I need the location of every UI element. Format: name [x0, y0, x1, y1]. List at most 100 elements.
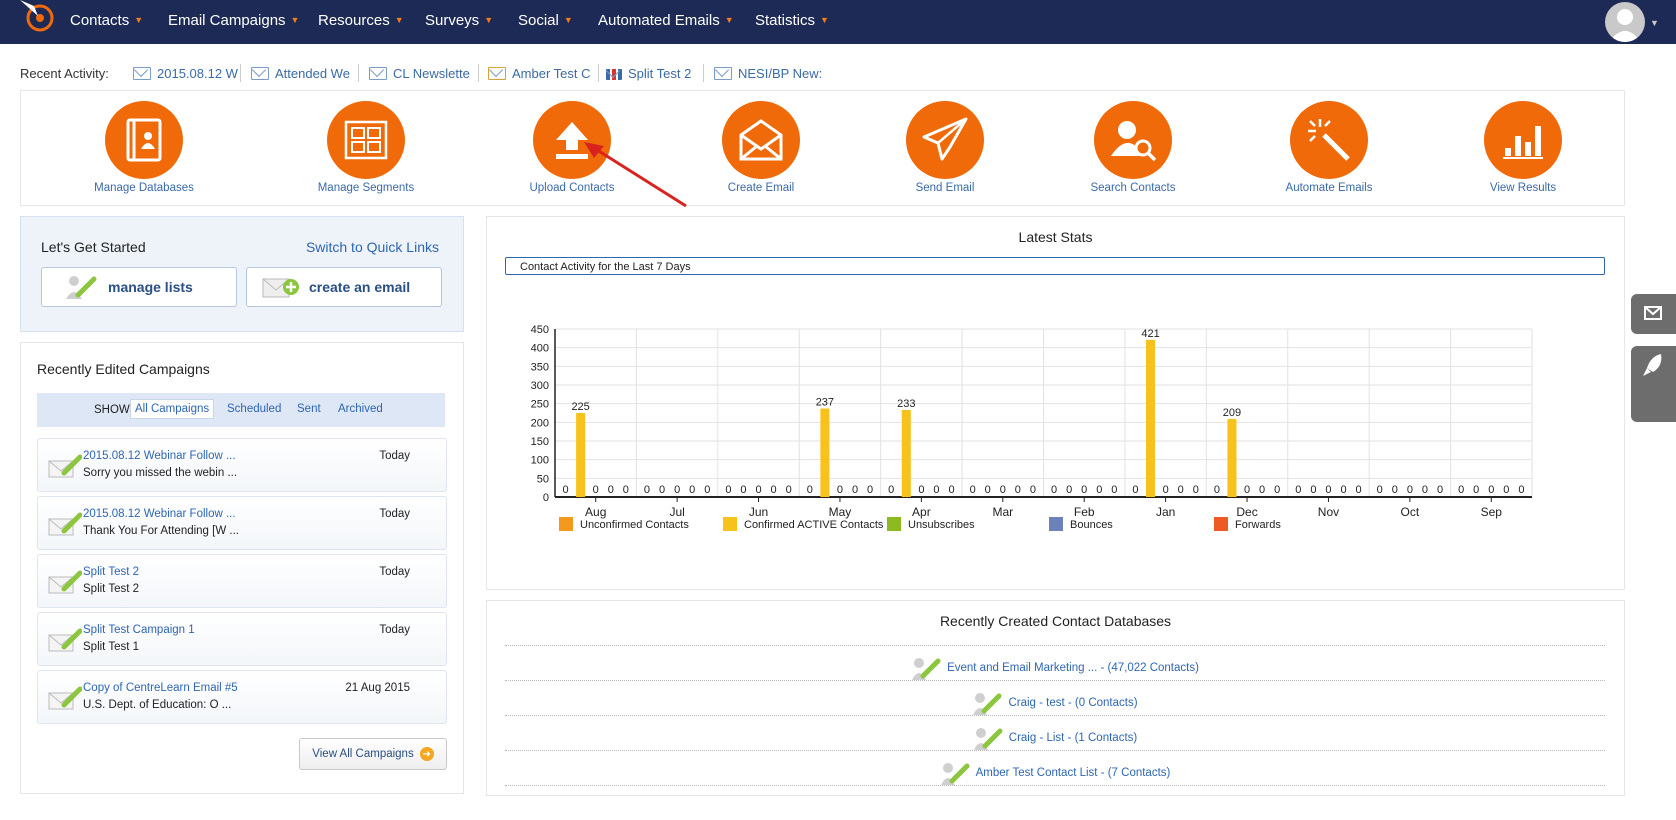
- nav-surveys[interactable]: Surveys ▼: [425, 12, 494, 29]
- database-link[interactable]: Craig - List - (1 Contacts): [505, 726, 1605, 750]
- rocket-icon: [1643, 354, 1662, 376]
- manage-databases-button[interactable]: Manage Databases: [69, 101, 219, 194]
- legend-label: Unconfirmed Contacts: [580, 519, 689, 531]
- magic-wand-icon: [1308, 119, 1350, 161]
- recent-activity-item[interactable]: Amber Test C: [488, 66, 596, 81]
- data-label: 0: [837, 484, 843, 496]
- chart-bar: [1146, 339, 1156, 497]
- app-logo-icon[interactable]: [18, 0, 62, 40]
- recent-activity-item[interactable]: CL Newslette: [369, 66, 476, 81]
- data-label: 0: [1030, 484, 1036, 496]
- recent-activity-item[interactable]: Split Test 2: [606, 66, 704, 81]
- latest-stats-panel: Latest Stats Contact Activity for the La…: [486, 216, 1625, 590]
- data-label: 0: [1259, 484, 1265, 496]
- switch-to-quick-links-link[interactable]: Switch to Quick Links: [305, 239, 439, 255]
- data-label: 233: [897, 398, 915, 410]
- data-label: 0: [948, 484, 954, 496]
- annotation-arrow-icon: [584, 142, 687, 208]
- campaign-filter-bar: SHOW: All Campaigns Scheduled Sent Archi…: [37, 393, 445, 427]
- x-tick-label: Nov: [1318, 505, 1339, 519]
- view-results-button[interactable]: View Results: [1448, 101, 1598, 194]
- envelope-edit-icon: [48, 686, 82, 710]
- create-email-button[interactable]: Create Email: [686, 101, 836, 194]
- user-edit-icon: [973, 693, 1002, 715]
- data-label: 0: [562, 484, 568, 496]
- data-label: 0: [1193, 484, 1199, 496]
- chevron-down-icon[interactable]: ▼: [1650, 18, 1659, 28]
- segments-icon: [344, 120, 388, 160]
- divider: [598, 64, 599, 82]
- database-link[interactable]: Amber Test Contact List - (7 Contacts): [505, 761, 1605, 785]
- recent-activity-item[interactable]: NESI/BP New:: [714, 66, 822, 81]
- y-tick-label: 50: [537, 473, 549, 485]
- recent-campaigns-title: Recently Edited Campaigns: [37, 361, 210, 377]
- data-label: 0: [1437, 484, 1443, 496]
- nav-contacts[interactable]: Contacts ▼: [70, 12, 144, 29]
- tab-all-campaigns[interactable]: All Campaigns: [130, 399, 215, 419]
- tab-sent[interactable]: Sent: [297, 403, 321, 415]
- data-label: 0: [1163, 484, 1169, 496]
- upload-contacts-button[interactable]: Upload Contacts: [497, 101, 647, 194]
- database-link[interactable]: Event and Email Marketing ... - (47,022 …: [505, 656, 1605, 680]
- data-label: 0: [593, 484, 599, 496]
- automate-emails-button[interactable]: Automate Emails: [1254, 101, 1404, 194]
- y-tick-label: 150: [531, 436, 549, 448]
- nav-statistics[interactable]: Statistics ▼: [755, 12, 829, 29]
- bar-chart-icon: [606, 69, 622, 80]
- user-edit-icon: [66, 276, 97, 299]
- send-email-button[interactable]: Send Email: [870, 101, 1020, 194]
- campaign-list-item[interactable]: 2015.08.12 Webinar Follow ... Thank You …: [37, 496, 447, 550]
- data-label: 0: [704, 484, 710, 496]
- data-label: 237: [816, 397, 834, 409]
- nav-email-campaigns[interactable]: Email Campaigns ▼: [168, 12, 300, 29]
- x-tick-label: Jan: [1156, 505, 1175, 519]
- chevron-down-icon: ▼: [290, 15, 300, 25]
- nav-resources[interactable]: Resources ▼: [318, 12, 404, 29]
- data-label: 0: [1488, 484, 1494, 496]
- manage-segments-button[interactable]: Manage Segments: [291, 101, 441, 194]
- campaign-list-item[interactable]: Split Test 2 Split Test 2 Today: [37, 554, 447, 608]
- y-tick-label: 200: [531, 417, 549, 429]
- side-email-tab[interactable]: [1631, 294, 1676, 334]
- data-label: 0: [1096, 484, 1102, 496]
- campaign-list-item[interactable]: Split Test Campaign 1 Split Test 1 Today: [37, 612, 447, 666]
- envelope-icon: [714, 67, 732, 80]
- campaign-list-item[interactable]: 2015.08.12 Webinar Follow ... Sorry you …: [37, 438, 447, 492]
- x-tick-label: Feb: [1074, 505, 1095, 519]
- x-tick-label: Apr: [912, 505, 931, 519]
- legend-swatch: [723, 517, 737, 531]
- search-contacts-button[interactable]: Search Contacts: [1058, 101, 1208, 194]
- upload-icon: [556, 122, 588, 159]
- data-label: 0: [1325, 484, 1331, 496]
- database-row: Event and Email Marketing ... - (47,022 …: [505, 645, 1605, 680]
- view-all-campaigns-button[interactable]: View All Campaigns ➜: [299, 738, 447, 770]
- tab-scheduled[interactable]: Scheduled: [227, 403, 282, 415]
- database-link[interactable]: Craig - test - (0 Contacts): [505, 691, 1605, 715]
- envelope-open-icon: [739, 119, 783, 161]
- user-avatar[interactable]: [1605, 2, 1645, 42]
- data-label: 0: [674, 484, 680, 496]
- tab-archived[interactable]: Archived: [338, 403, 383, 415]
- recent-activity-item[interactable]: Attended We: [251, 66, 355, 81]
- manage-lists-button[interactable]: manage lists: [41, 267, 237, 307]
- quick-actions-bar: Manage Databases Manage Segments Upload …: [20, 90, 1625, 206]
- nav-social[interactable]: Social ▼: [518, 12, 573, 29]
- campaign-list-item[interactable]: Copy of CentreLearn Email #5 U.S. Dept. …: [37, 670, 447, 724]
- data-label: 0: [1503, 484, 1509, 496]
- create-an-email-button[interactable]: create an email: [246, 267, 442, 307]
- recent-campaigns-panel: Recently Edited Campaigns SHOW: All Camp…: [20, 342, 464, 794]
- data-label: 0: [1111, 484, 1117, 496]
- legend-label: Forwards: [1235, 519, 1281, 531]
- database-row: Craig - List - (1 Contacts): [505, 715, 1605, 750]
- recent-databases-title: Recently Created Contact Databases: [939, 613, 1172, 629]
- data-label: 0: [740, 484, 746, 496]
- data-label: 0: [918, 484, 924, 496]
- top-navbar: Contacts ▼ Email Campaigns ▼ Resources ▼ Su…: [0, 0, 1676, 44]
- stats-period-select[interactable]: Contact Activity for the Last 7 Days: [505, 257, 1605, 275]
- chevron-down-icon: ▼: [134, 15, 144, 25]
- legend-swatch: [559, 517, 573, 531]
- recent-activity-item[interactable]: 2015.08.12 W: [133, 66, 241, 81]
- nav-automated-emails[interactable]: Automated Emails ▼: [598, 12, 734, 29]
- data-label: 0: [970, 484, 976, 496]
- side-launch-tab[interactable]: [1631, 346, 1676, 422]
